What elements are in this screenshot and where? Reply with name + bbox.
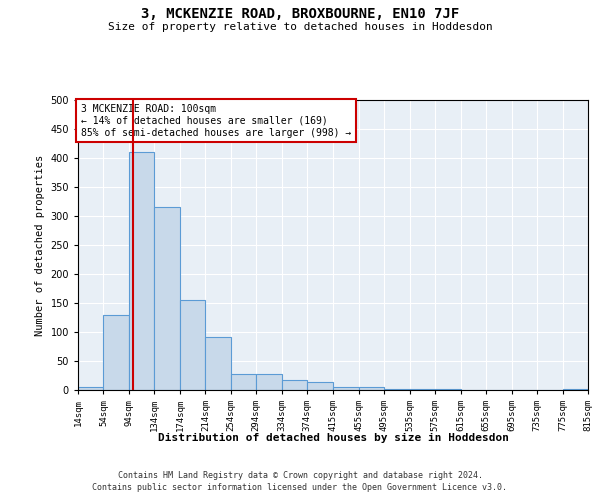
Bar <box>334 387 359 390</box>
Text: Distribution of detached houses by size in Hoddesdon: Distribution of detached houses by size … <box>158 432 509 442</box>
Bar <box>256 374 282 390</box>
Text: 3 MCKENZIE ROAD: 100sqm
← 14% of detached houses are smaller (169)
85% of semi-d: 3 MCKENZIE ROAD: 100sqm ← 14% of detache… <box>80 104 351 138</box>
Text: Size of property relative to detached houses in Hoddesdon: Size of property relative to detached ho… <box>107 22 493 32</box>
Y-axis label: Number of detached properties: Number of detached properties <box>35 154 45 336</box>
Bar <box>103 314 129 390</box>
Text: 3, MCKENZIE ROAD, BROXBOURNE, EN10 7JF: 3, MCKENZIE ROAD, BROXBOURNE, EN10 7JF <box>141 8 459 22</box>
Bar <box>180 300 205 390</box>
Bar <box>282 380 307 390</box>
Bar <box>78 387 103 390</box>
Text: Contains HM Land Registry data © Crown copyright and database right 2024.: Contains HM Land Registry data © Crown c… <box>118 471 482 480</box>
Text: Contains public sector information licensed under the Open Government Licence v3: Contains public sector information licen… <box>92 484 508 492</box>
Bar <box>359 387 384 390</box>
Bar <box>307 382 334 390</box>
Bar <box>205 336 231 390</box>
Bar <box>231 374 256 390</box>
Bar <box>154 208 180 390</box>
Bar <box>129 152 154 390</box>
Bar <box>384 389 410 390</box>
